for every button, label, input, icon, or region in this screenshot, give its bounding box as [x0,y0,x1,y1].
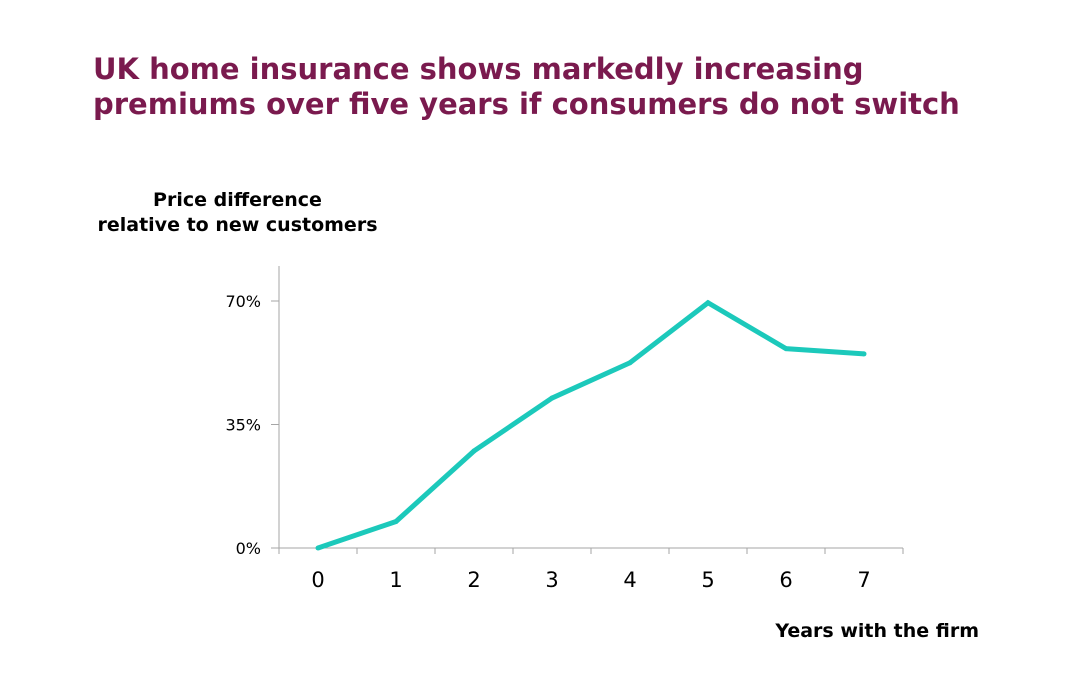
x-axis-title: Years with the firm [775,620,979,642]
chart-title-line-2: premiums over five years if consumers do… [93,87,960,121]
chart-title-line-1: UK home insurance shows markedly increas… [93,52,864,86]
x-tick-label: 4 [623,568,636,592]
data-point [549,395,555,401]
x-tick-label: 5 [701,568,714,592]
data-point [471,448,477,454]
y-axis-title-line-1: Price difference [153,189,322,211]
chart-title: UK home insurance shows markedly increas… [93,52,1053,122]
data-point [315,545,321,551]
data-point [393,519,399,525]
y-tick-label: 0% [236,539,261,558]
y-tick-label: 35% [225,416,261,435]
data-point [783,346,789,352]
data-point [861,351,867,357]
y-axis-title: Price difference relative to new custome… [60,188,415,238]
data-point [627,360,633,366]
x-tick-label: 1 [389,568,402,592]
series-line [317,299,865,551]
x-tick-label: 3 [545,568,558,592]
x-tick-label: 6 [779,568,792,592]
axes: 0% 35% 70% 0 1 2 3 4 5 6 7 [225,266,904,592]
series-layer [315,299,867,551]
y-axis-title-line-2: relative to new customers [97,214,378,236]
x-tick-label: 2 [467,568,480,592]
x-tick-label: 0 [311,568,324,592]
data-point [705,300,711,306]
x-tick-label: 7 [857,568,870,592]
y-tick-label: 70% [225,292,261,311]
